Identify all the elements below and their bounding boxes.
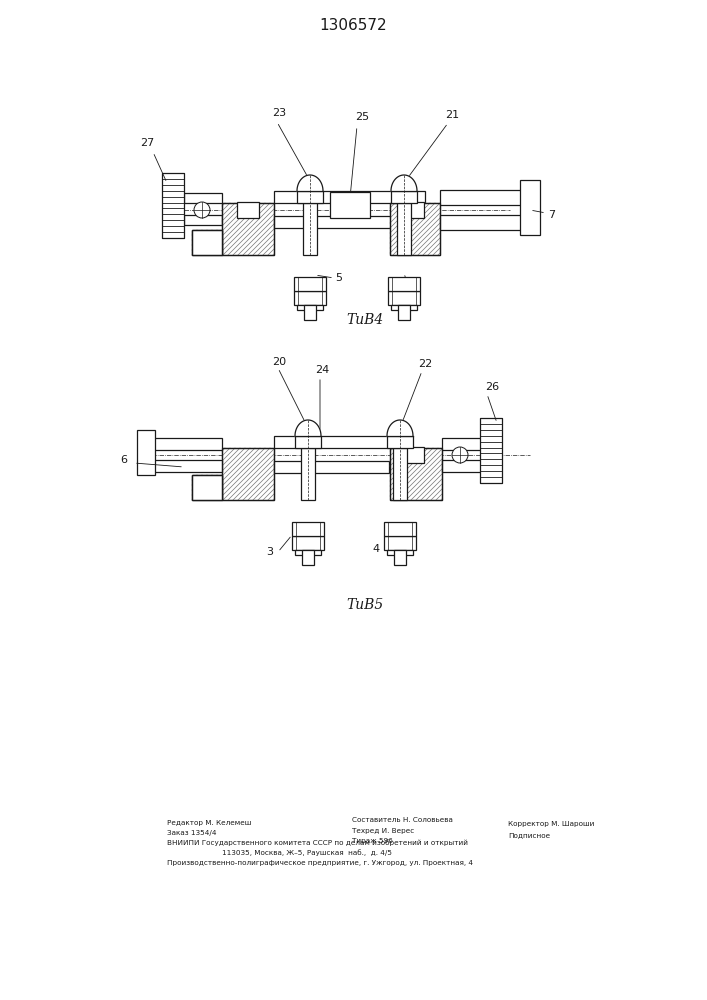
Text: 22: 22 — [418, 359, 432, 369]
Bar — [222, 448, 274, 500]
Bar — [393, 448, 407, 500]
Bar — [274, 461, 389, 473]
Bar — [184, 193, 222, 203]
Bar — [330, 192, 370, 218]
Text: 21: 21 — [445, 110, 459, 120]
Bar — [274, 436, 389, 448]
Bar — [192, 230, 222, 255]
Bar — [391, 305, 417, 310]
Bar — [274, 191, 425, 203]
Text: Составитель Н. Соловьева: Составитель Н. Соловьева — [352, 817, 453, 823]
Bar — [184, 215, 222, 225]
Bar — [442, 460, 497, 472]
Text: Подписное: Подписное — [508, 832, 550, 838]
Text: 26: 26 — [485, 382, 499, 392]
Bar — [480, 418, 502, 483]
Text: ΤиВ5: ΤиВ5 — [346, 598, 384, 612]
Text: Редактор М. Келемеш: Редактор М. Келемеш — [167, 820, 252, 826]
Bar — [390, 203, 440, 255]
Bar — [384, 536, 416, 550]
Text: 1306572: 1306572 — [319, 17, 387, 32]
Text: 27: 27 — [140, 138, 154, 148]
Bar — [192, 475, 222, 500]
Bar — [302, 550, 314, 565]
Text: 12: 12 — [408, 285, 422, 295]
Bar — [388, 277, 420, 291]
Bar — [388, 291, 420, 305]
Bar — [304, 305, 316, 320]
Text: ΤиВ4: ΤиВ4 — [346, 313, 384, 327]
Bar — [192, 230, 222, 255]
Bar — [192, 230, 222, 255]
Bar — [394, 550, 406, 565]
Bar — [237, 202, 259, 218]
Circle shape — [452, 447, 468, 463]
Bar — [152, 438, 222, 450]
Bar — [162, 173, 184, 238]
Bar — [440, 190, 530, 205]
Bar — [192, 475, 222, 500]
Bar — [152, 460, 222, 472]
Polygon shape — [297, 175, 323, 191]
Text: Производственно-полиграфическое предприятие, г. Ужгород, ул. Проектная, 4: Производственно-полиграфическое предприя… — [167, 860, 473, 866]
Bar — [294, 291, 326, 305]
Text: 113035, Москва, Ж–5, Раушская  наб.,  д. 4/5: 113035, Москва, Ж–5, Раушская наб., д. 4… — [222, 849, 392, 856]
Bar — [387, 550, 413, 555]
Bar — [222, 203, 274, 255]
Text: 3: 3 — [266, 547, 273, 557]
Text: Заказ 1354/4: Заказ 1354/4 — [167, 830, 216, 836]
Bar — [192, 475, 222, 500]
Bar — [137, 430, 155, 475]
Bar — [292, 536, 324, 550]
Text: Корректор М. Шароши: Корректор М. Шароши — [508, 821, 595, 827]
Bar — [274, 216, 425, 228]
Polygon shape — [391, 175, 417, 191]
Text: Техред И. Верес: Техред И. Верес — [352, 828, 414, 834]
Text: 23: 23 — [272, 108, 286, 118]
Bar — [295, 436, 321, 448]
Bar — [397, 203, 411, 255]
Text: 7: 7 — [548, 210, 555, 220]
Bar — [222, 448, 274, 500]
Bar — [303, 203, 317, 255]
Bar — [222, 203, 274, 255]
Text: 24: 24 — [315, 365, 329, 375]
Bar — [390, 203, 440, 255]
Bar — [297, 305, 323, 310]
Text: 25: 25 — [355, 112, 369, 122]
Bar — [384, 522, 416, 536]
Polygon shape — [387, 420, 413, 436]
Bar — [295, 550, 321, 555]
Bar — [390, 448, 442, 500]
Circle shape — [194, 202, 210, 218]
Bar — [294, 277, 326, 291]
Bar — [292, 522, 324, 536]
Text: ВНИИПИ Государственного комитета СССР по делам изобретений и открытий: ВНИИПИ Государственного комитета СССР по… — [167, 839, 468, 846]
Text: 4: 4 — [373, 544, 380, 554]
Bar — [520, 180, 540, 235]
Polygon shape — [295, 420, 321, 436]
Bar — [391, 191, 417, 203]
Bar — [387, 436, 413, 448]
Text: 6: 6 — [120, 455, 127, 465]
Bar — [442, 438, 497, 450]
Bar — [402, 447, 424, 463]
Bar — [440, 215, 530, 230]
Bar — [390, 448, 442, 500]
Bar — [402, 202, 424, 218]
Text: Тираж 596: Тираж 596 — [352, 838, 393, 844]
Bar — [398, 305, 410, 320]
Bar — [301, 448, 315, 500]
Text: 5: 5 — [335, 273, 342, 283]
Bar — [297, 191, 323, 203]
Text: 20: 20 — [272, 357, 286, 367]
